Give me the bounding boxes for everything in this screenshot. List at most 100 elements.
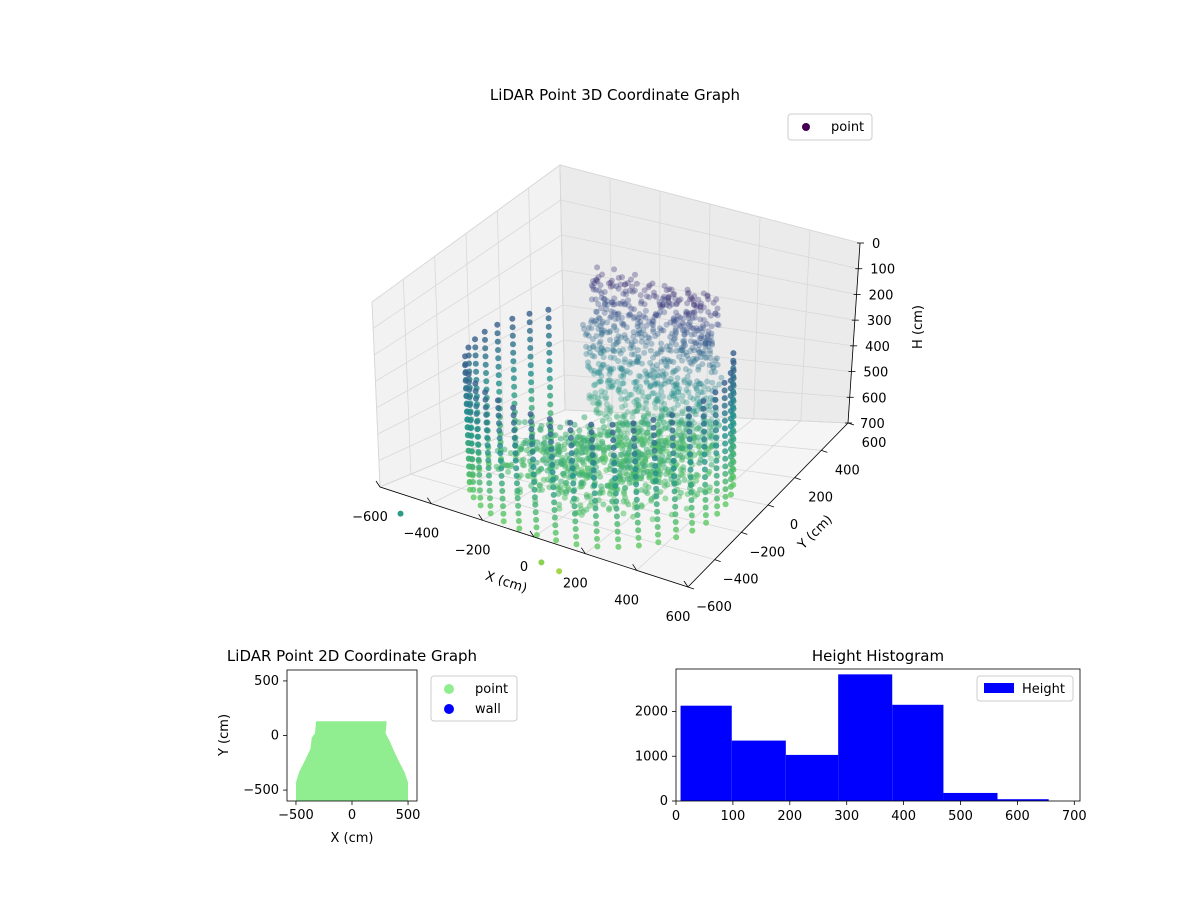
data-point [722, 440, 729, 447]
data-point [703, 320, 710, 327]
data-point [514, 480, 520, 487]
data-point [681, 331, 688, 338]
data-point [474, 426, 481, 433]
data-point [546, 367, 553, 373]
data-point [651, 400, 658, 407]
data-point [670, 387, 677, 394]
data-point [702, 474, 708, 481]
data-point [496, 388, 503, 395]
data-point [642, 314, 649, 321]
data-point [618, 396, 625, 402]
data-point [642, 307, 649, 314]
data-point [486, 487, 493, 494]
data-point [690, 325, 697, 332]
data-point [468, 432, 475, 439]
data-point [706, 468, 713, 475]
data-point [658, 327, 665, 334]
data-point [681, 331, 688, 338]
data-point [716, 381, 723, 388]
data-point [687, 459, 694, 466]
data-point [635, 527, 642, 534]
data-point [697, 449, 703, 456]
data-point [706, 337, 713, 344]
y-tick-label-3d: −200 [749, 545, 785, 560]
data-point [571, 495, 578, 502]
data-point [484, 442, 491, 449]
data-point [673, 381, 680, 387]
data-point [710, 364, 717, 371]
data-point [593, 321, 600, 327]
data-point [466, 402, 473, 409]
data-point [630, 427, 637, 434]
data-point [654, 392, 661, 399]
data-point [690, 355, 697, 362]
data-point [660, 301, 667, 308]
data-point [598, 305, 605, 312]
data-point [599, 320, 605, 327]
data-point [708, 323, 715, 330]
data-point [707, 347, 713, 354]
data-point [637, 318, 644, 325]
data-point [629, 283, 636, 290]
data-point [607, 328, 614, 335]
data-point [624, 409, 631, 416]
data-point [596, 456, 603, 463]
data-point [606, 377, 613, 384]
data-point [728, 491, 734, 498]
data-point [692, 411, 699, 418]
data-point [672, 511, 679, 518]
data-point [692, 438, 699, 445]
data-point [487, 502, 494, 509]
data-point [657, 415, 664, 422]
data-point [609, 421, 616, 428]
data-point [671, 496, 678, 503]
data-point [595, 274, 602, 280]
data-point [651, 439, 658, 446]
data-point [552, 522, 559, 529]
data-point [653, 294, 660, 300]
data-point [652, 382, 658, 388]
grid-line [402, 279, 412, 475]
data-point [623, 435, 630, 442]
data-point [704, 292, 711, 299]
data-point [613, 336, 620, 343]
data-point [594, 400, 601, 407]
data-point [649, 363, 656, 370]
data-point [612, 316, 619, 322]
data-point [714, 510, 721, 517]
data-point [695, 381, 702, 388]
data-point [631, 379, 638, 386]
data-point [657, 429, 664, 435]
data-point [640, 327, 647, 333]
data-point [495, 412, 502, 419]
data-point [684, 373, 691, 380]
data-point [728, 483, 734, 490]
data-point [654, 524, 661, 530]
data-point [697, 325, 704, 332]
data-point [698, 350, 705, 357]
grid-line [376, 304, 854, 409]
data-point [546, 416, 553, 423]
data-point [679, 320, 686, 327]
data-point [685, 405, 692, 412]
legend-2d-point-label: point [475, 682, 508, 697]
data-point [689, 309, 696, 316]
data-point [615, 358, 622, 365]
data-point [472, 352, 479, 359]
data-point [593, 277, 600, 284]
data-point [681, 477, 688, 483]
data-point [721, 395, 728, 402]
data-point [673, 301, 680, 308]
histogram-bar [785, 754, 839, 801]
grid-line [434, 256, 443, 462]
data-point [661, 358, 668, 365]
data-point [708, 394, 714, 401]
data-point [466, 394, 473, 401]
data-point [629, 339, 635, 346]
data-point [591, 370, 598, 377]
data-point [515, 502, 522, 509]
data-point [527, 370, 534, 377]
data-point [708, 435, 715, 442]
data-point [631, 408, 638, 415]
data-point [631, 398, 638, 405]
